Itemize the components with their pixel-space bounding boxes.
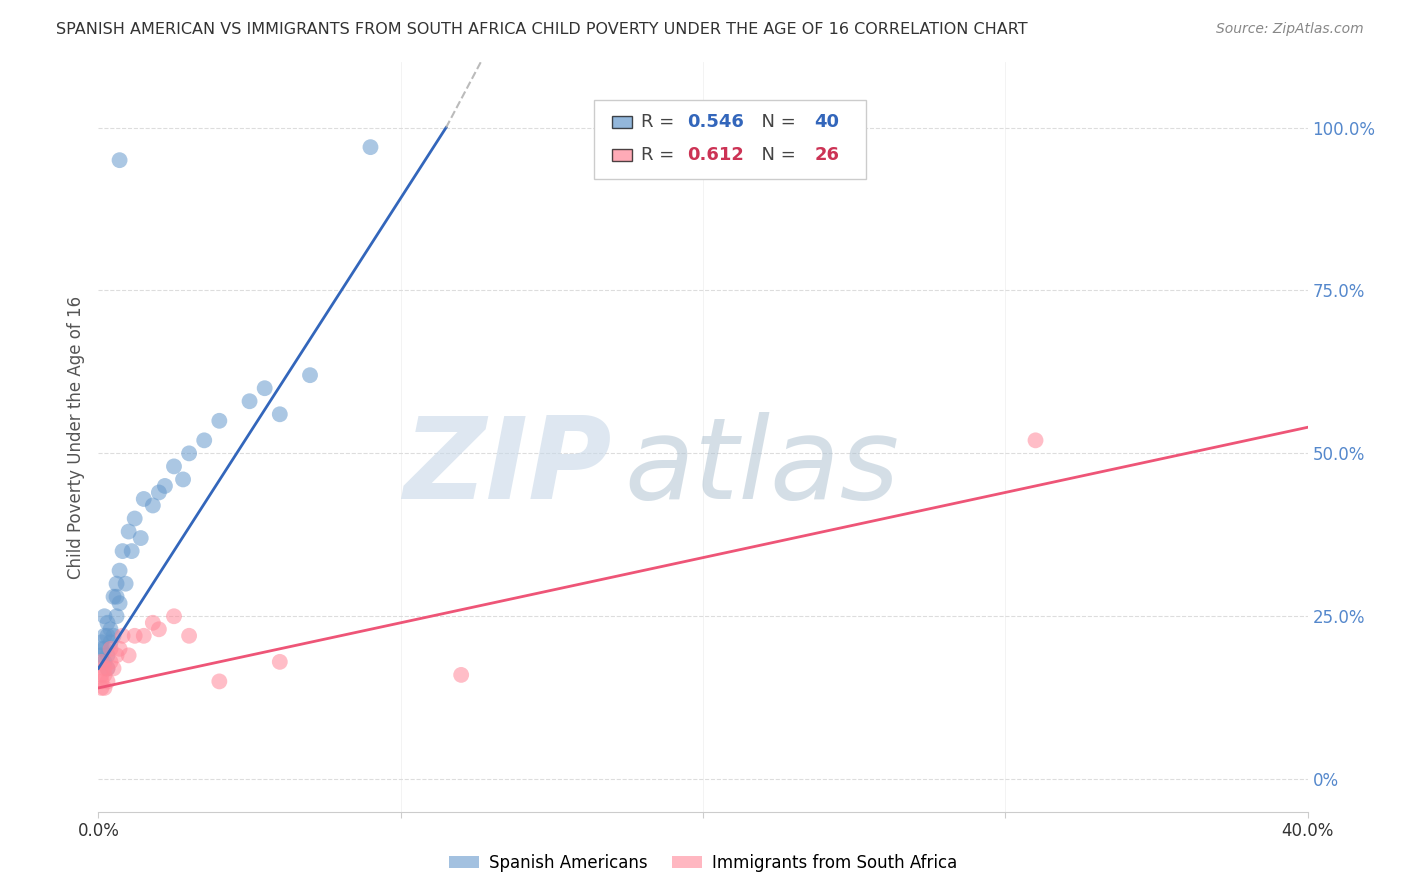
Point	[299, 368, 322, 383]
Point	[100, 635, 122, 649]
Point	[90, 641, 112, 656]
FancyBboxPatch shape	[613, 149, 631, 161]
Point	[142, 499, 165, 513]
Point	[105, 648, 128, 663]
Point	[193, 434, 215, 448]
Point	[103, 590, 125, 604]
Text: 0.612: 0.612	[688, 145, 744, 163]
Point	[269, 655, 291, 669]
Text: R =: R =	[641, 113, 681, 131]
Point	[90, 648, 112, 663]
Point	[172, 472, 194, 486]
Text: atlas: atlas	[624, 411, 900, 523]
Point	[90, 681, 112, 695]
Point	[93, 668, 115, 682]
Point	[129, 531, 152, 545]
Point	[208, 674, 231, 689]
Point	[108, 641, 131, 656]
Text: 0.546: 0.546	[688, 113, 744, 131]
Point	[253, 381, 276, 395]
Text: N =: N =	[751, 145, 801, 163]
Point	[269, 407, 291, 421]
Point	[360, 140, 382, 154]
Point	[96, 661, 118, 675]
FancyBboxPatch shape	[613, 116, 631, 128]
Point	[121, 544, 143, 558]
Point	[153, 479, 176, 493]
Point	[103, 629, 125, 643]
Point	[1024, 434, 1046, 448]
Point	[105, 590, 128, 604]
Point	[124, 629, 146, 643]
Point	[90, 674, 112, 689]
Point	[90, 635, 112, 649]
Text: SPANISH AMERICAN VS IMMIGRANTS FROM SOUTH AFRICA CHILD POVERTY UNDER THE AGE OF : SPANISH AMERICAN VS IMMIGRANTS FROM SOUT…	[56, 22, 1028, 37]
Point	[111, 629, 134, 643]
Point	[100, 622, 122, 636]
Point	[132, 629, 155, 643]
Point	[105, 609, 128, 624]
FancyBboxPatch shape	[595, 100, 866, 178]
Point	[103, 661, 125, 675]
Point	[100, 641, 122, 656]
Y-axis label: Child Poverty Under the Age of 16: Child Poverty Under the Age of 16	[66, 295, 84, 579]
Point	[96, 615, 118, 630]
Point	[93, 661, 115, 675]
Point	[114, 576, 136, 591]
Point	[105, 576, 128, 591]
Point	[96, 648, 118, 663]
Point	[108, 564, 131, 578]
Text: 40: 40	[814, 113, 839, 131]
Point	[111, 544, 134, 558]
Text: N =: N =	[751, 113, 801, 131]
Point	[93, 681, 115, 695]
Point	[93, 641, 115, 656]
Point	[148, 622, 170, 636]
Point	[163, 609, 186, 624]
Point	[208, 414, 231, 428]
Point	[93, 609, 115, 624]
Point	[132, 491, 155, 506]
Point	[118, 648, 141, 663]
Point	[96, 661, 118, 675]
Text: R =: R =	[641, 145, 681, 163]
Point	[93, 629, 115, 643]
Point	[108, 596, 131, 610]
Text: Source: ZipAtlas.com: Source: ZipAtlas.com	[1216, 22, 1364, 37]
Point	[179, 629, 201, 643]
Text: ZIP: ZIP	[404, 411, 613, 523]
Point	[90, 655, 112, 669]
Point	[90, 668, 112, 682]
Point	[108, 153, 131, 168]
Text: 26: 26	[814, 145, 839, 163]
Point	[100, 655, 122, 669]
Legend: Spanish Americans, Immigrants from South Africa: Spanish Americans, Immigrants from South…	[441, 847, 965, 879]
Point	[148, 485, 170, 500]
Point	[450, 668, 472, 682]
Point	[124, 511, 146, 525]
Point	[142, 615, 165, 630]
Point	[239, 394, 262, 409]
Point	[118, 524, 141, 539]
Point	[93, 655, 115, 669]
Point	[96, 674, 118, 689]
Point	[96, 629, 118, 643]
Point	[179, 446, 201, 460]
Point	[163, 459, 186, 474]
